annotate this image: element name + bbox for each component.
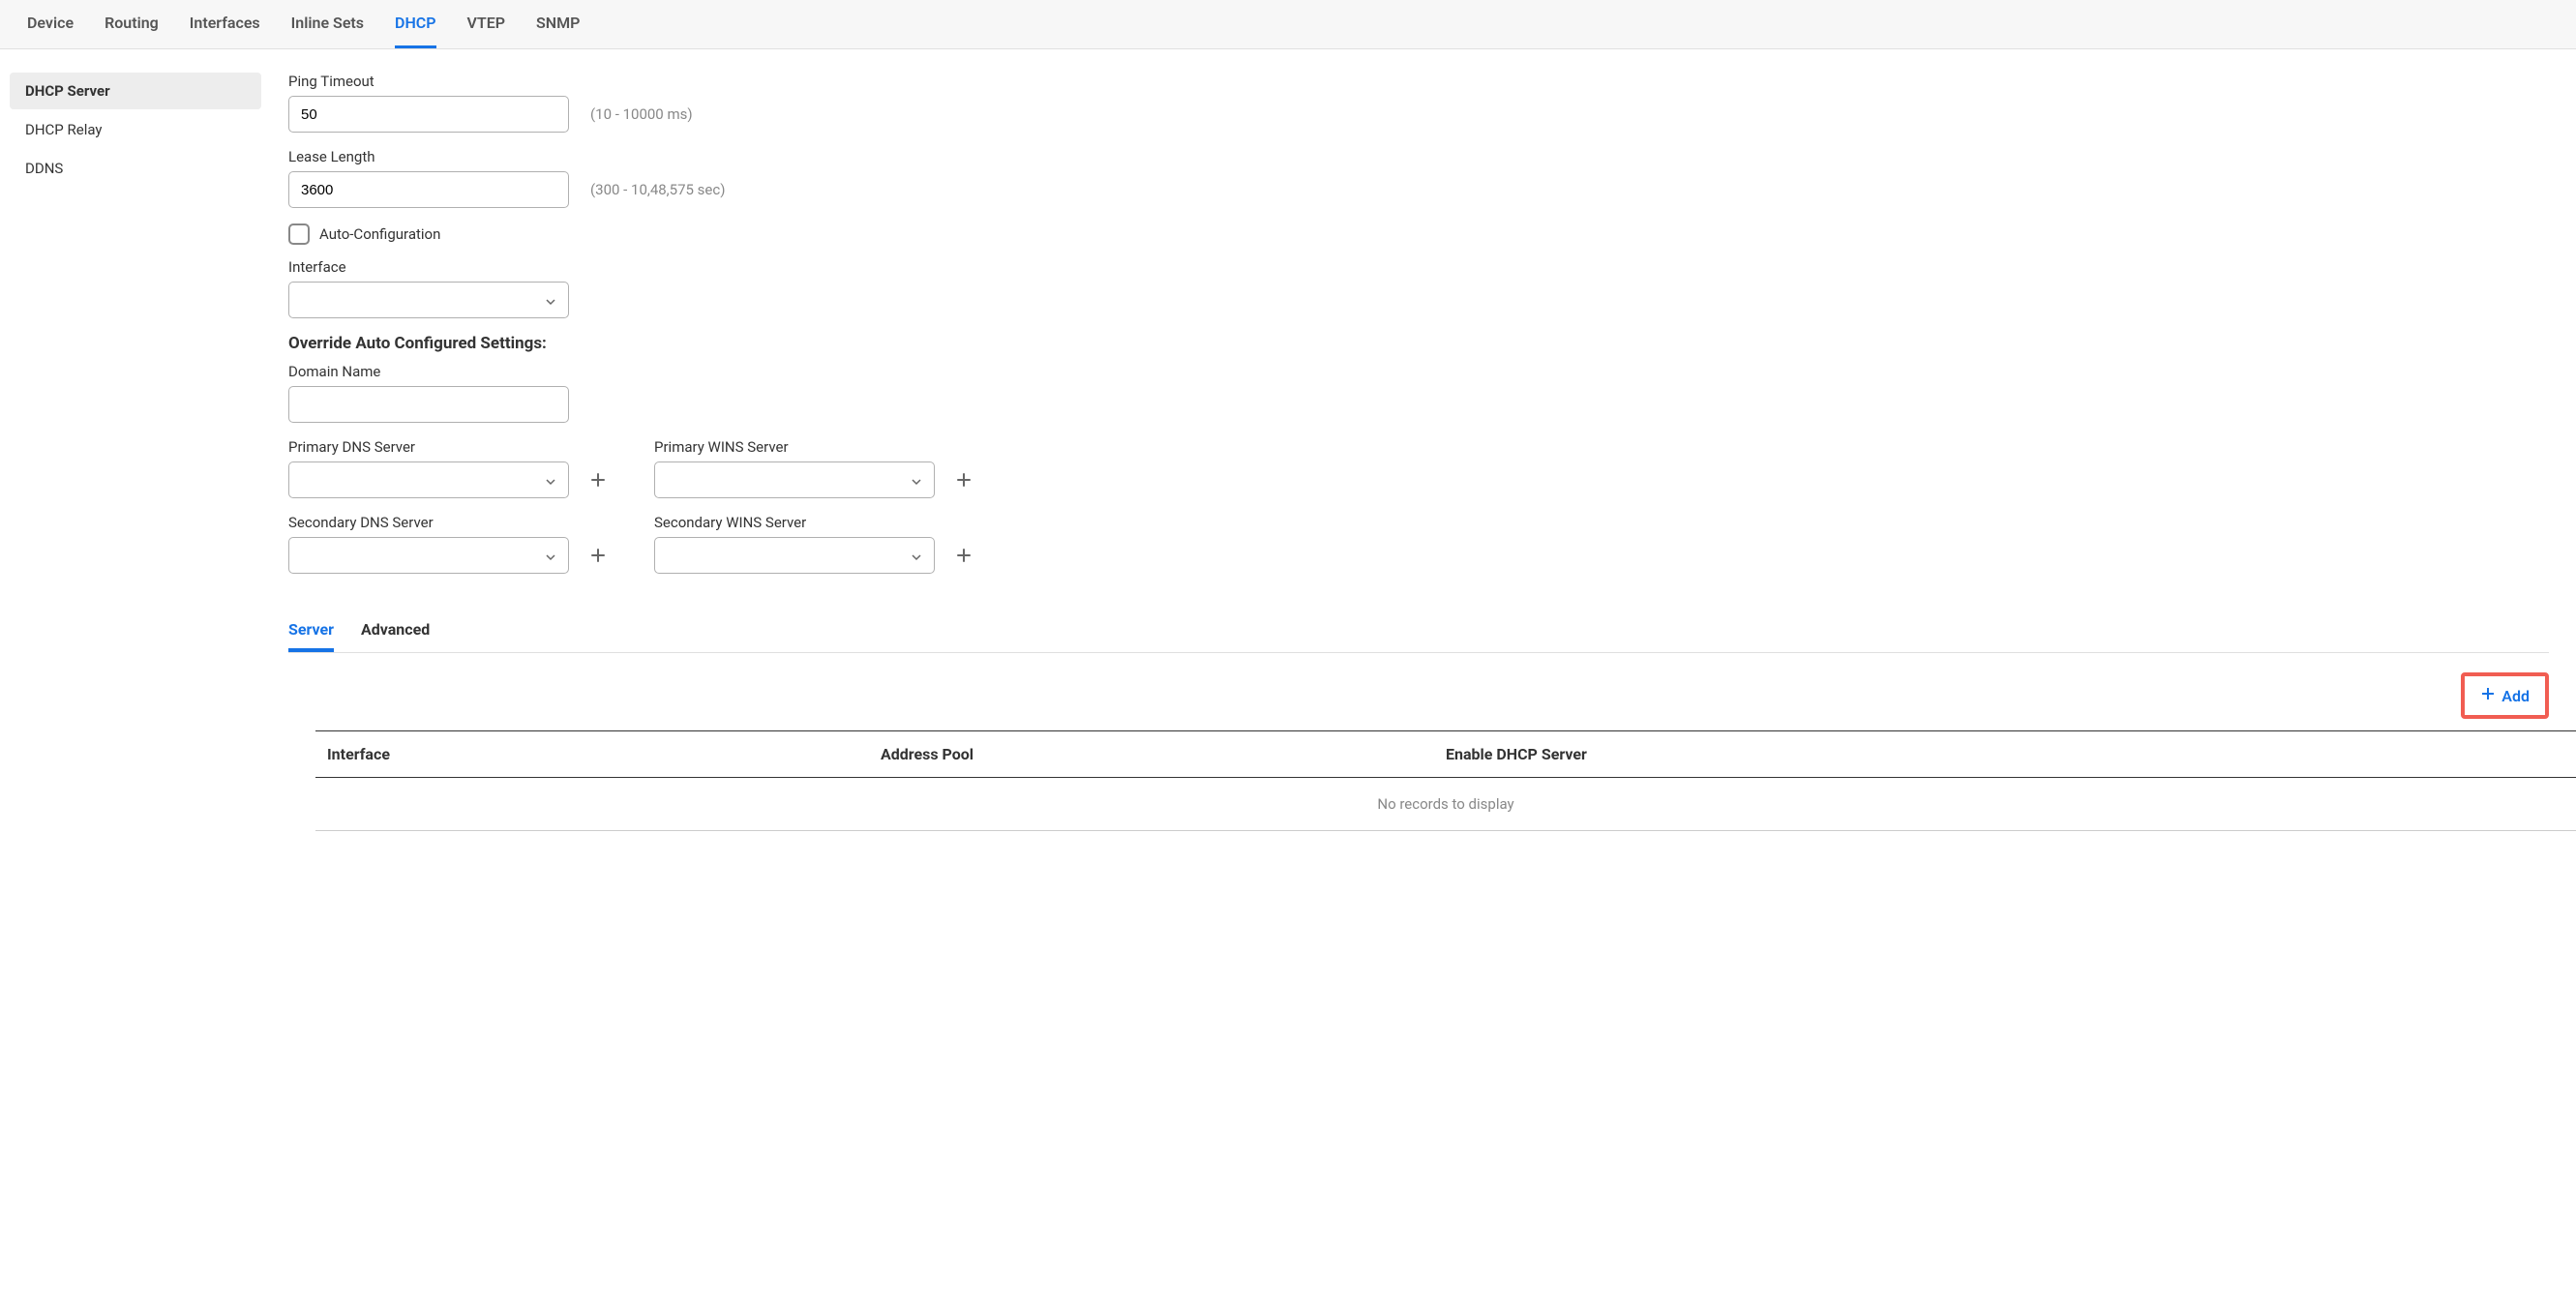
secondary-dns-label: Secondary DNS Server xyxy=(288,514,614,531)
tab-snmp[interactable]: SNMP xyxy=(536,14,580,48)
col-interface: Interface xyxy=(315,745,881,763)
tab-interfaces[interactable]: Interfaces xyxy=(190,14,260,48)
primary-dns-group: Primary DNS Server xyxy=(288,438,614,498)
domain-name-label: Domain Name xyxy=(288,363,2549,380)
add-button-highlight: Add xyxy=(2461,672,2549,719)
domain-name-input[interactable] xyxy=(288,386,569,423)
chevron-down-icon xyxy=(545,550,556,561)
lease-length-group: Lease Length (300 - 10,48,575 sec) xyxy=(288,148,2549,208)
lease-length-input[interactable] xyxy=(288,171,569,208)
top-tabs: Device Routing Interfaces Inline Sets DH… xyxy=(0,0,2576,49)
domain-name-group: Domain Name xyxy=(288,363,2549,423)
secondary-dns-select[interactable] xyxy=(288,537,569,574)
table-empty-message: No records to display xyxy=(315,778,2576,831)
chevron-down-icon xyxy=(545,474,556,486)
col-enable: Enable DHCP Server xyxy=(1446,745,2576,763)
primary-wins-label: Primary WINS Server xyxy=(654,438,979,456)
sidebar: DHCP Server DHCP Relay DDNS xyxy=(0,49,261,854)
col-address-pool: Address Pool xyxy=(881,745,1446,763)
inner-tabs: Server Advanced xyxy=(288,612,2549,653)
auto-config-checkbox[interactable] xyxy=(288,223,310,245)
tab-vtep[interactable]: VTEP xyxy=(467,14,506,48)
add-button-label: Add xyxy=(2501,687,2530,705)
tab-inline-sets[interactable]: Inline Sets xyxy=(291,14,364,48)
tab-device[interactable]: Device xyxy=(27,14,74,48)
auto-config-label: Auto-Configuration xyxy=(319,225,440,243)
interface-label: Interface xyxy=(288,258,2549,276)
ping-timeout-hint: (10 - 10000 ms) xyxy=(590,105,693,123)
chevron-down-icon xyxy=(545,294,556,306)
ping-timeout-label: Ping Timeout xyxy=(288,73,2549,90)
chevron-down-icon xyxy=(911,474,922,486)
interface-select[interactable] xyxy=(288,282,569,318)
plus-icon xyxy=(2480,686,2496,705)
inner-tab-advanced[interactable]: Advanced xyxy=(361,612,430,652)
secondary-dns-add-icon[interactable] xyxy=(583,540,614,571)
secondary-wins-add-icon[interactable] xyxy=(948,540,979,571)
primary-dns-label: Primary DNS Server xyxy=(288,438,614,456)
ping-timeout-group: Ping Timeout (10 - 10000 ms) xyxy=(288,73,2549,133)
inner-tab-server[interactable]: Server xyxy=(288,612,334,652)
chevron-down-icon xyxy=(911,550,922,561)
auto-config-row: Auto-Configuration xyxy=(288,223,2549,245)
secondary-wins-group: Secondary WINS Server xyxy=(654,514,979,574)
secondary-wins-select[interactable] xyxy=(654,537,935,574)
primary-wins-select[interactable] xyxy=(654,461,935,498)
sidebar-item-dhcp-server[interactable]: DHCP Server xyxy=(10,73,261,109)
primary-wins-group: Primary WINS Server xyxy=(654,438,979,498)
interface-group: Interface xyxy=(288,258,2549,318)
tab-dhcp[interactable]: DHCP xyxy=(395,14,435,48)
override-heading: Override Auto Configured Settings: xyxy=(288,334,2549,353)
main-content: Ping Timeout (10 - 10000 ms) Lease Lengt… xyxy=(261,49,2576,854)
primary-dns-select[interactable] xyxy=(288,461,569,498)
sidebar-item-dhcp-relay[interactable]: DHCP Relay xyxy=(10,111,261,148)
primary-wins-add-icon[interactable] xyxy=(948,464,979,495)
add-button[interactable]: Add xyxy=(2467,678,2543,713)
primary-dns-add-icon[interactable] xyxy=(583,464,614,495)
secondary-dns-group: Secondary DNS Server xyxy=(288,514,614,574)
ping-timeout-input[interactable] xyxy=(288,96,569,133)
lease-length-hint: (300 - 10,48,575 sec) xyxy=(590,181,725,198)
tab-routing[interactable]: Routing xyxy=(105,14,159,48)
lease-length-label: Lease Length xyxy=(288,148,2549,165)
sidebar-item-ddns[interactable]: DDNS xyxy=(10,150,261,187)
secondary-wins-label: Secondary WINS Server xyxy=(654,514,979,531)
table-header: Interface Address Pool Enable DHCP Serve… xyxy=(315,730,2576,778)
server-table: Interface Address Pool Enable DHCP Serve… xyxy=(315,730,2576,831)
